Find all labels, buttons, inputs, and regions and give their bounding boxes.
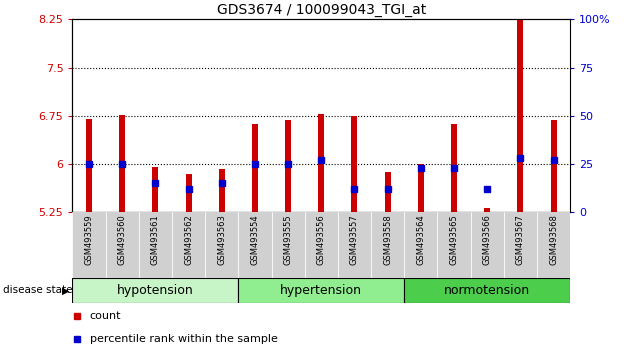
Bar xyxy=(152,167,158,212)
Text: GSM493558: GSM493558 xyxy=(383,215,392,265)
Text: GSM493568: GSM493568 xyxy=(549,215,558,265)
Bar xyxy=(305,212,338,278)
Text: GSM493557: GSM493557 xyxy=(350,215,359,265)
Text: GSM493563: GSM493563 xyxy=(217,215,226,265)
Text: disease state: disease state xyxy=(3,285,72,295)
Bar xyxy=(404,212,437,278)
Title: GDS3674 / 100099043_TGI_at: GDS3674 / 100099043_TGI_at xyxy=(217,3,426,17)
Text: GSM493561: GSM493561 xyxy=(151,215,160,265)
Bar xyxy=(338,212,371,278)
Text: GSM493556: GSM493556 xyxy=(317,215,326,265)
Bar xyxy=(139,212,172,278)
Text: GSM493567: GSM493567 xyxy=(516,215,525,265)
Bar xyxy=(484,208,490,212)
Text: hypertension: hypertension xyxy=(280,284,362,297)
Bar xyxy=(385,172,391,212)
Bar xyxy=(451,124,457,212)
Text: count: count xyxy=(90,310,122,321)
Bar xyxy=(238,278,404,303)
Text: GSM493555: GSM493555 xyxy=(284,215,292,265)
Text: normotension: normotension xyxy=(444,284,530,297)
Bar xyxy=(418,164,424,212)
Text: GSM493566: GSM493566 xyxy=(483,215,491,265)
Bar xyxy=(537,212,570,278)
Text: GSM493565: GSM493565 xyxy=(450,215,459,265)
Text: GSM493559: GSM493559 xyxy=(84,215,93,265)
Text: GSM493554: GSM493554 xyxy=(251,215,260,265)
Bar xyxy=(72,278,238,303)
Bar xyxy=(106,212,139,278)
Bar xyxy=(86,119,92,212)
Bar xyxy=(119,115,125,212)
Bar xyxy=(252,124,258,212)
Bar xyxy=(318,114,324,212)
Bar xyxy=(219,169,225,212)
Text: hypotension: hypotension xyxy=(117,284,194,297)
Bar xyxy=(504,212,537,278)
Bar xyxy=(285,120,291,212)
Text: GSM493564: GSM493564 xyxy=(416,215,425,265)
Bar xyxy=(72,212,106,278)
Text: GSM493560: GSM493560 xyxy=(118,215,127,265)
Bar xyxy=(437,212,471,278)
Text: ▶: ▶ xyxy=(62,285,69,295)
Bar xyxy=(404,278,570,303)
Text: percentile rank within the sample: percentile rank within the sample xyxy=(90,333,278,344)
Bar xyxy=(172,212,205,278)
Bar xyxy=(471,212,504,278)
Bar xyxy=(551,120,556,212)
Bar xyxy=(352,116,357,212)
Bar xyxy=(186,174,192,212)
Bar xyxy=(371,212,404,278)
Text: GSM493562: GSM493562 xyxy=(184,215,193,265)
Bar xyxy=(238,212,272,278)
Bar xyxy=(517,0,524,212)
Bar xyxy=(205,212,238,278)
Bar xyxy=(272,212,305,278)
